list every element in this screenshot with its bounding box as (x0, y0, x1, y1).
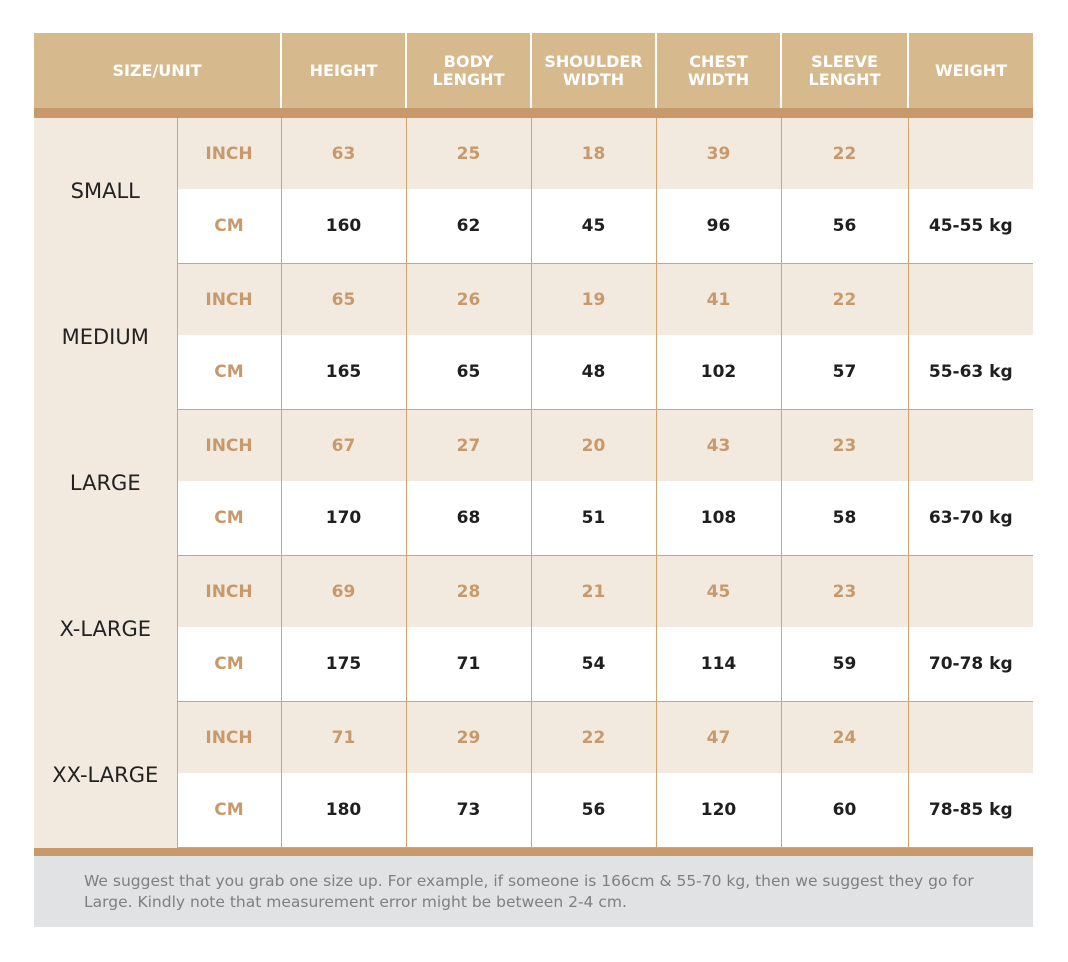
cell-sleeve-length-inch: 22 (780, 263, 909, 335)
cell-body-length-inch: 25 (405, 118, 532, 189)
cell-sleeve-length-cm: 57 (780, 335, 909, 410)
table-row-cm: CM 180 73 56 120 60 78-85 kg (34, 773, 1034, 848)
cell-shoulder-width-inch: 22 (530, 701, 657, 773)
header-weight: WEIGHT (907, 33, 1034, 108)
unit-cm: CM (176, 189, 282, 264)
cell-shoulder-width-cm: 45 (530, 189, 657, 264)
cell-sleeve-length-cm: 60 (780, 773, 909, 848)
table-row-inch: SMALL INCH 63 25 18 39 22 (34, 118, 1034, 264)
header-row: SIZE/UNIT HEIGHT BODY LENGHT SHOULDER WI… (34, 33, 1034, 108)
cell-chest-width-cm: 102 (655, 335, 782, 410)
footer-divider (34, 848, 1033, 856)
table-row-cm: CM 165 65 48 102 57 55-63 kg (34, 335, 1034, 410)
unit-inch: INCH (176, 409, 282, 481)
unit-inch: INCH (176, 555, 282, 627)
cell-body-length-cm: 68 (405, 481, 532, 556)
cell-body-length-cm: 62 (405, 189, 532, 264)
unit-inch: INCH (176, 118, 282, 189)
cell-chest-width-inch: 39 (655, 118, 782, 189)
cell-chest-width-cm: 120 (655, 773, 782, 848)
header-height: HEIGHT (280, 33, 407, 108)
unit-cm: CM (176, 627, 282, 702)
cell-shoulder-width-cm: 48 (530, 335, 657, 410)
table-row-inch: X-LARGE INCH 69 28 21 45 23 (34, 555, 1034, 702)
cell-height-inch: 69 (280, 555, 407, 627)
unit-cm: CM (176, 481, 282, 556)
table-row-inch: MEDIUM INCH 65 26 19 41 22 (34, 263, 1034, 410)
size-label: MEDIUM (34, 263, 178, 410)
cell-chest-width-inch: 43 (655, 409, 782, 481)
cell-height-inch: 65 (280, 263, 407, 335)
cell-height-cm: 165 (280, 335, 407, 410)
header-sleeve-length: SLEEVE LENGHT (780, 33, 909, 108)
cell-height-cm: 170 (280, 481, 407, 556)
cell-sleeve-length-cm: 58 (780, 481, 909, 556)
cell-body-length-inch: 29 (405, 701, 532, 773)
cell-chest-width-cm: 96 (655, 189, 782, 264)
cell-shoulder-width-cm: 51 (530, 481, 657, 556)
unit-inch: INCH (176, 701, 282, 773)
table-row-cm: CM 175 71 54 114 59 70-78 kg (34, 627, 1034, 702)
size-label: XX-LARGE (34, 701, 178, 848)
cell-body-length-cm: 65 (405, 335, 532, 410)
table-row-cm: CM 170 68 51 108 58 63-70 kg (34, 481, 1034, 556)
cell-weight-inch (907, 701, 1034, 773)
table-row-inch: XX-LARGE INCH 71 29 22 47 24 (34, 701, 1034, 848)
size-label: LARGE (34, 409, 178, 556)
cell-chest-width-inch: 47 (655, 701, 782, 773)
cell-body-length-inch: 27 (405, 409, 532, 481)
table-row-inch: LARGE INCH 67 27 20 43 23 (34, 409, 1034, 556)
cell-shoulder-width-inch: 19 (530, 263, 657, 335)
cell-height-cm: 160 (280, 189, 407, 264)
header-chest-width: CHEST WIDTH (655, 33, 782, 108)
cell-shoulder-width-cm: 54 (530, 627, 657, 702)
cell-weight-inch (907, 263, 1034, 335)
cell-sleeve-length-cm: 59 (780, 627, 909, 702)
header-shoulder-width: SHOULDER WIDTH (530, 33, 657, 108)
cell-sleeve-length-inch: 22 (780, 118, 909, 189)
cell-shoulder-width-inch: 18 (530, 118, 657, 189)
table-row-cm: CM 160 62 45 96 56 45-55 kg (34, 189, 1034, 264)
cell-height-inch: 63 (280, 118, 407, 189)
size-label: X-LARGE (34, 555, 178, 702)
header-body-length: BODY LENGHT (405, 33, 532, 108)
cell-height-cm: 180 (280, 773, 407, 848)
header-divider (34, 108, 1034, 118)
cell-body-length-inch: 28 (405, 555, 532, 627)
cell-weight-inch (907, 409, 1034, 481)
unit-cm: CM (176, 335, 282, 410)
cell-weight-cm: 78-85 kg (907, 773, 1034, 848)
cell-chest-width-cm: 108 (655, 481, 782, 556)
footer-note: We suggest that you grab one size up. Fo… (34, 856, 1033, 927)
cell-height-cm: 175 (280, 627, 407, 702)
cell-chest-width-cm: 114 (655, 627, 782, 702)
unit-inch: INCH (176, 263, 282, 335)
cell-sleeve-length-inch: 23 (780, 409, 909, 481)
cell-body-length-inch: 26 (405, 263, 532, 335)
cell-weight-inch (907, 118, 1034, 189)
cell-body-length-cm: 71 (405, 627, 532, 702)
cell-shoulder-width-inch: 21 (530, 555, 657, 627)
unit-cm: CM (176, 773, 282, 848)
cell-sleeve-length-inch: 24 (780, 701, 909, 773)
size-table: SIZE/UNIT HEIGHT BODY LENGHT SHOULDER WI… (34, 33, 1034, 848)
cell-weight-cm: 55-63 kg (907, 335, 1034, 410)
cell-sleeve-length-cm: 56 (780, 189, 909, 264)
cell-sleeve-length-inch: 23 (780, 555, 909, 627)
cell-body-length-cm: 73 (405, 773, 532, 848)
cell-shoulder-width-cm: 56 (530, 773, 657, 848)
cell-weight-inch (907, 555, 1034, 627)
cell-chest-width-inch: 45 (655, 555, 782, 627)
cell-shoulder-width-inch: 20 (530, 409, 657, 481)
cell-weight-cm: 70-78 kg (907, 627, 1034, 702)
cell-chest-width-inch: 41 (655, 263, 782, 335)
cell-height-inch: 67 (280, 409, 407, 481)
size-label: SMALL (34, 118, 178, 264)
cell-weight-cm: 63-70 kg (907, 481, 1034, 556)
cell-height-inch: 71 (280, 701, 407, 773)
size-chart: SIZE/UNIT HEIGHT BODY LENGHT SHOULDER WI… (34, 33, 1034, 927)
cell-weight-cm: 45-55 kg (907, 189, 1034, 264)
header-size-unit: SIZE/UNIT (34, 33, 282, 108)
